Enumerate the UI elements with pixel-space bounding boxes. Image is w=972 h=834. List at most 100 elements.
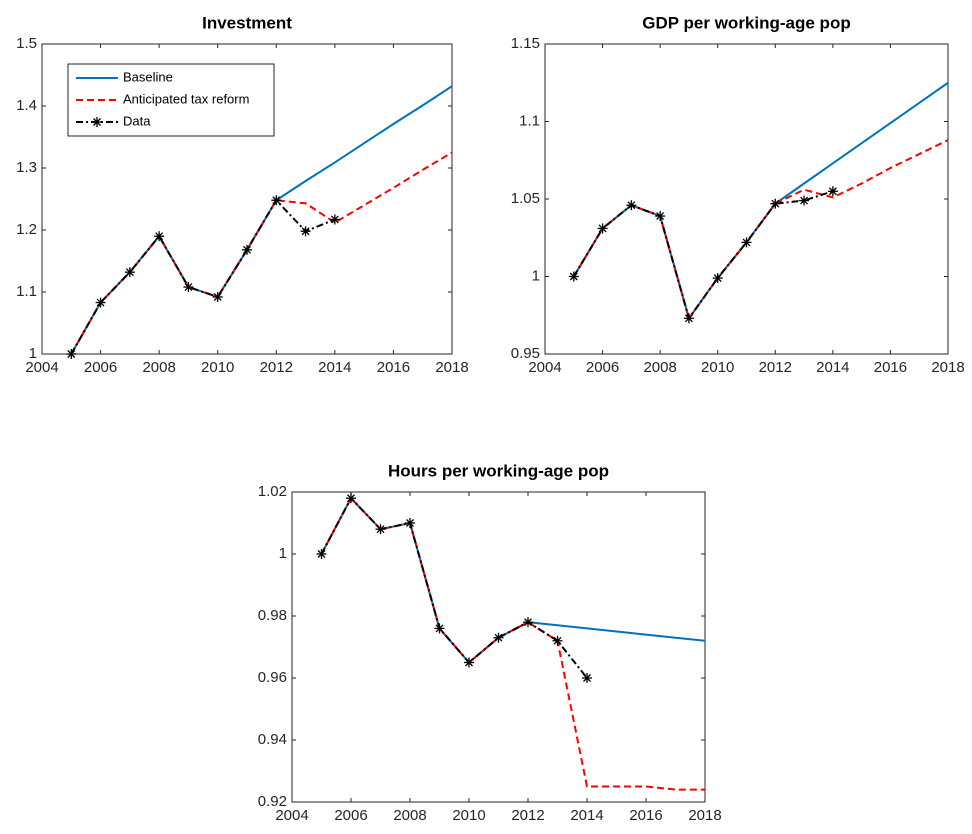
series-line (70, 198, 336, 355)
marker-stroke (684, 314, 693, 323)
marker-stroke (771, 199, 780, 208)
x-tick-label: 2010 (452, 807, 485, 824)
data-marker (741, 237, 752, 248)
y-tick-label: 1.05 (511, 190, 540, 207)
x-tick-label: 2006 (334, 807, 367, 824)
chart-title: Investment (202, 13, 292, 32)
x-tick-label: 2008 (142, 359, 175, 376)
y-tick-label: 1.15 (511, 35, 540, 52)
x-tick-label: 2012 (759, 359, 792, 376)
data-marker (95, 297, 106, 308)
y-tick-label: 0.98 (258, 607, 287, 624)
marker-stroke (406, 519, 414, 527)
x-tick-label: 2018 (931, 359, 964, 376)
x-tick-label: 2016 (874, 359, 907, 376)
y-tick-label: 1.3 (16, 159, 37, 176)
data-marker (464, 657, 474, 668)
y-tick-label: 1.02 (258, 483, 287, 500)
data-marker (124, 267, 135, 278)
data-marker (329, 214, 340, 225)
y-tick-label: 1.5 (16, 35, 37, 52)
y-tick-label: 0.95 (511, 345, 540, 362)
y-tick-label: 0.92 (258, 793, 287, 810)
x-tick-label: 2004 (528, 359, 561, 376)
y-tick-label: 0.96 (258, 669, 287, 686)
data-marker (712, 273, 723, 284)
marker-stroke (627, 201, 636, 210)
marker-stroke (800, 196, 809, 205)
x-tick-label: 2012 (511, 807, 544, 824)
x-tick-label: 2008 (393, 807, 426, 824)
data-marker (212, 291, 223, 302)
marker-stroke (272, 196, 281, 205)
marker-stroke (96, 298, 105, 307)
marker-stroke (67, 350, 76, 358)
chart-title: Hours per working-age pop (388, 461, 609, 480)
marker-stroke (656, 212, 665, 221)
data-marker (493, 632, 504, 643)
data-marker (405, 518, 415, 528)
data-marker (183, 282, 194, 293)
data-marker (271, 195, 282, 206)
data-marker (683, 313, 694, 324)
x-tick-label: 2012 (260, 359, 293, 376)
data-marker (827, 186, 838, 197)
x-tick-label: 2004 (275, 807, 308, 824)
data-marker (300, 226, 311, 237)
data-marker (582, 673, 592, 683)
marker-stroke (184, 283, 193, 291)
data-marker (375, 524, 386, 535)
x-tick-label: 2010 (701, 359, 734, 376)
y-tick-label: 0.94 (258, 731, 287, 748)
x-tick-label: 2018 (435, 359, 468, 376)
plot-area (544, 43, 949, 355)
marker-stroke (435, 624, 444, 633)
data-marker (66, 349, 77, 359)
data-marker (655, 211, 666, 222)
marker-stroke (598, 224, 607, 233)
data-marker (597, 223, 608, 234)
data-marker (316, 549, 327, 559)
y-tick-label: 1 (29, 345, 37, 362)
x-tick-label: 2008 (643, 359, 676, 376)
legend-label: Baseline (123, 69, 173, 84)
legend-label: Data (123, 113, 151, 128)
marker-stroke (583, 674, 591, 682)
plot-area (291, 491, 706, 803)
x-tick-label: 2014 (318, 359, 351, 376)
x-tick-label: 2014 (816, 359, 849, 376)
marker-stroke (742, 238, 751, 247)
marker-stroke (243, 245, 251, 254)
marker-stroke (494, 633, 503, 642)
data-marker (346, 493, 356, 504)
y-tick-label: 1 (532, 267, 540, 284)
marker-stroke (713, 274, 722, 283)
marker-stroke (828, 187, 837, 196)
data-marker (626, 200, 637, 211)
marker-stroke (125, 268, 134, 277)
marker-stroke (317, 550, 326, 558)
marker-stroke (465, 658, 473, 667)
marker-stroke (213, 293, 222, 301)
legend: Baseline Anticipated tax reform Data (67, 63, 275, 137)
marker-stroke (347, 494, 355, 503)
x-tick-label: 2014 (570, 807, 603, 824)
y-tick-label: 1.4 (16, 97, 37, 114)
x-tick-label: 2004 (25, 359, 58, 376)
data-marker (552, 635, 563, 646)
data-marker (568, 271, 579, 282)
marker-stroke (376, 525, 385, 534)
marker-stroke (553, 636, 562, 645)
y-tick-label: 1.1 (16, 283, 37, 300)
x-tick-label: 2016 (629, 807, 662, 824)
x-tick-label: 2018 (688, 807, 721, 824)
x-tick-label: 2006 (586, 359, 619, 376)
chart-title: GDP per working-age pop (642, 13, 850, 32)
series-line (320, 496, 588, 679)
legend-marker (93, 118, 101, 126)
data-marker (154, 231, 165, 242)
data-marker (242, 244, 252, 255)
y-tick-label: 1.2 (16, 221, 37, 238)
y-tick-label: 1 (279, 545, 287, 562)
